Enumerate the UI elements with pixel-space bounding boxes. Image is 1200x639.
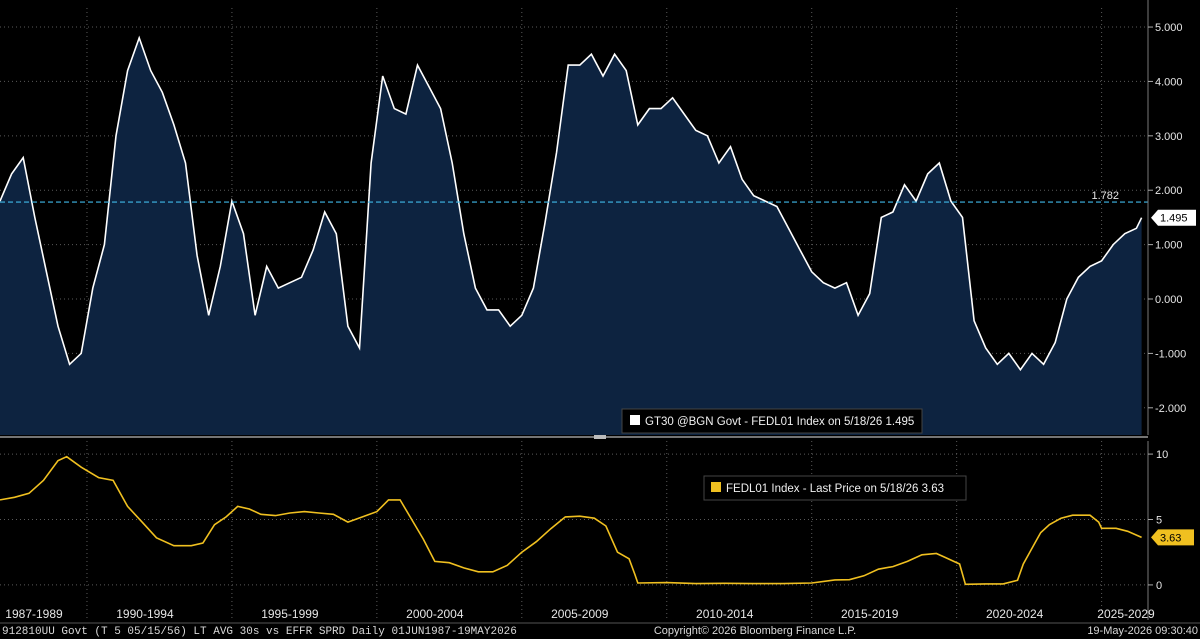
bottom-ytick-label-0: 10 bbox=[1156, 449, 1168, 461]
spread-panel: 1.782 5.000 4.000 3.000 2.000 1.000 0.000 -1.0… bbox=[0, 0, 1196, 436]
x-axis-label-7: 2020-2024 bbox=[986, 607, 1044, 621]
reference-line-label: 1.782 bbox=[1091, 190, 1119, 202]
spread-legend-label: GT30 @BGN Govt - FEDL01 Index on 5/18/26… bbox=[645, 416, 914, 428]
footer-bar: 912810UU Govt (T 5 05/15/56) LT AVG 30s … bbox=[2, 625, 1198, 638]
x-axis-label-1: 1990-1994 bbox=[116, 607, 174, 621]
bottom-ytick-label-2: 0 bbox=[1156, 580, 1162, 592]
x-axis-label-8: 2025-2029 bbox=[1097, 607, 1155, 621]
x-axis-label-6: 2015-2019 bbox=[841, 607, 899, 621]
fed-funds-legend-label: FEDL01 Index - Last Price on 5/18/26 3.6… bbox=[726, 483, 944, 495]
top-ytick-label-1: 4.000 bbox=[1155, 76, 1183, 88]
spread-line bbox=[0, 35, 1143, 372]
fed-funds-legend-swatch bbox=[711, 482, 721, 492]
top-ytick-label-7: -2.000 bbox=[1155, 403, 1186, 415]
top-ytick-label-6: -1.000 bbox=[1155, 348, 1186, 360]
spread-area-fill bbox=[0, 37, 1142, 436]
x-axis-label-2: 1995-1999 bbox=[261, 607, 319, 621]
fed-funds-panel: 10 5 0 3.63 FEDL01 Index - Last Price on 5… bbox=[0, 441, 1194, 620]
x-axis-label-0: 1987-1989 bbox=[5, 607, 63, 621]
fed-funds-last-value-tag bbox=[1151, 529, 1194, 546]
footer-security-description: 912810UU Govt (T 5 05/15/56) LT AVG 30s … bbox=[2, 626, 517, 638]
x-axis: 1987-1989 1990-1994 1995-1999 2000-2004 2005… bbox=[0, 607, 1200, 624]
footer-copyright: Copyright© 2026 Bloomberg Finance L.P. bbox=[654, 625, 856, 637]
fed-funds-last-value-label: 3.63 bbox=[1160, 532, 1181, 544]
spread-legend: GT30 @BGN Govt - FEDL01 Index on 5/18/26… bbox=[621, 408, 923, 434]
x-axis-label-3: 2000-2004 bbox=[406, 607, 464, 621]
x-axis-label-4: 2005-2009 bbox=[551, 607, 609, 621]
spread-last-value-tag bbox=[1151, 209, 1196, 226]
top-ytick-label-3: 2.000 bbox=[1155, 185, 1183, 197]
spread-last-value-label: 1.495 bbox=[1160, 213, 1188, 225]
top-ytick-label-2: 3.000 bbox=[1155, 131, 1183, 143]
fed-funds-legend-box bbox=[703, 475, 967, 501]
fed-funds-line bbox=[0, 455, 1142, 586]
fed-funds-legend: FEDL01 Index - Last Price on 5/18/26 3.6… bbox=[703, 475, 967, 501]
x-axis-label-5: 2010-2014 bbox=[696, 607, 754, 621]
panel-resize-handle[interactable] bbox=[594, 435, 606, 439]
bottom-ytick-label-1: 5 bbox=[1156, 515, 1162, 527]
top-ytick-label-5: 0.000 bbox=[1155, 294, 1183, 306]
top-ytick-label-0: 5.000 bbox=[1155, 22, 1183, 34]
top-ytick-label-4: 1.000 bbox=[1155, 240, 1183, 252]
spread-legend-box bbox=[621, 408, 923, 434]
footer-timestamp: 19-May-2026 09:30:40 bbox=[1087, 625, 1198, 637]
spread-legend-swatch bbox=[630, 415, 640, 425]
